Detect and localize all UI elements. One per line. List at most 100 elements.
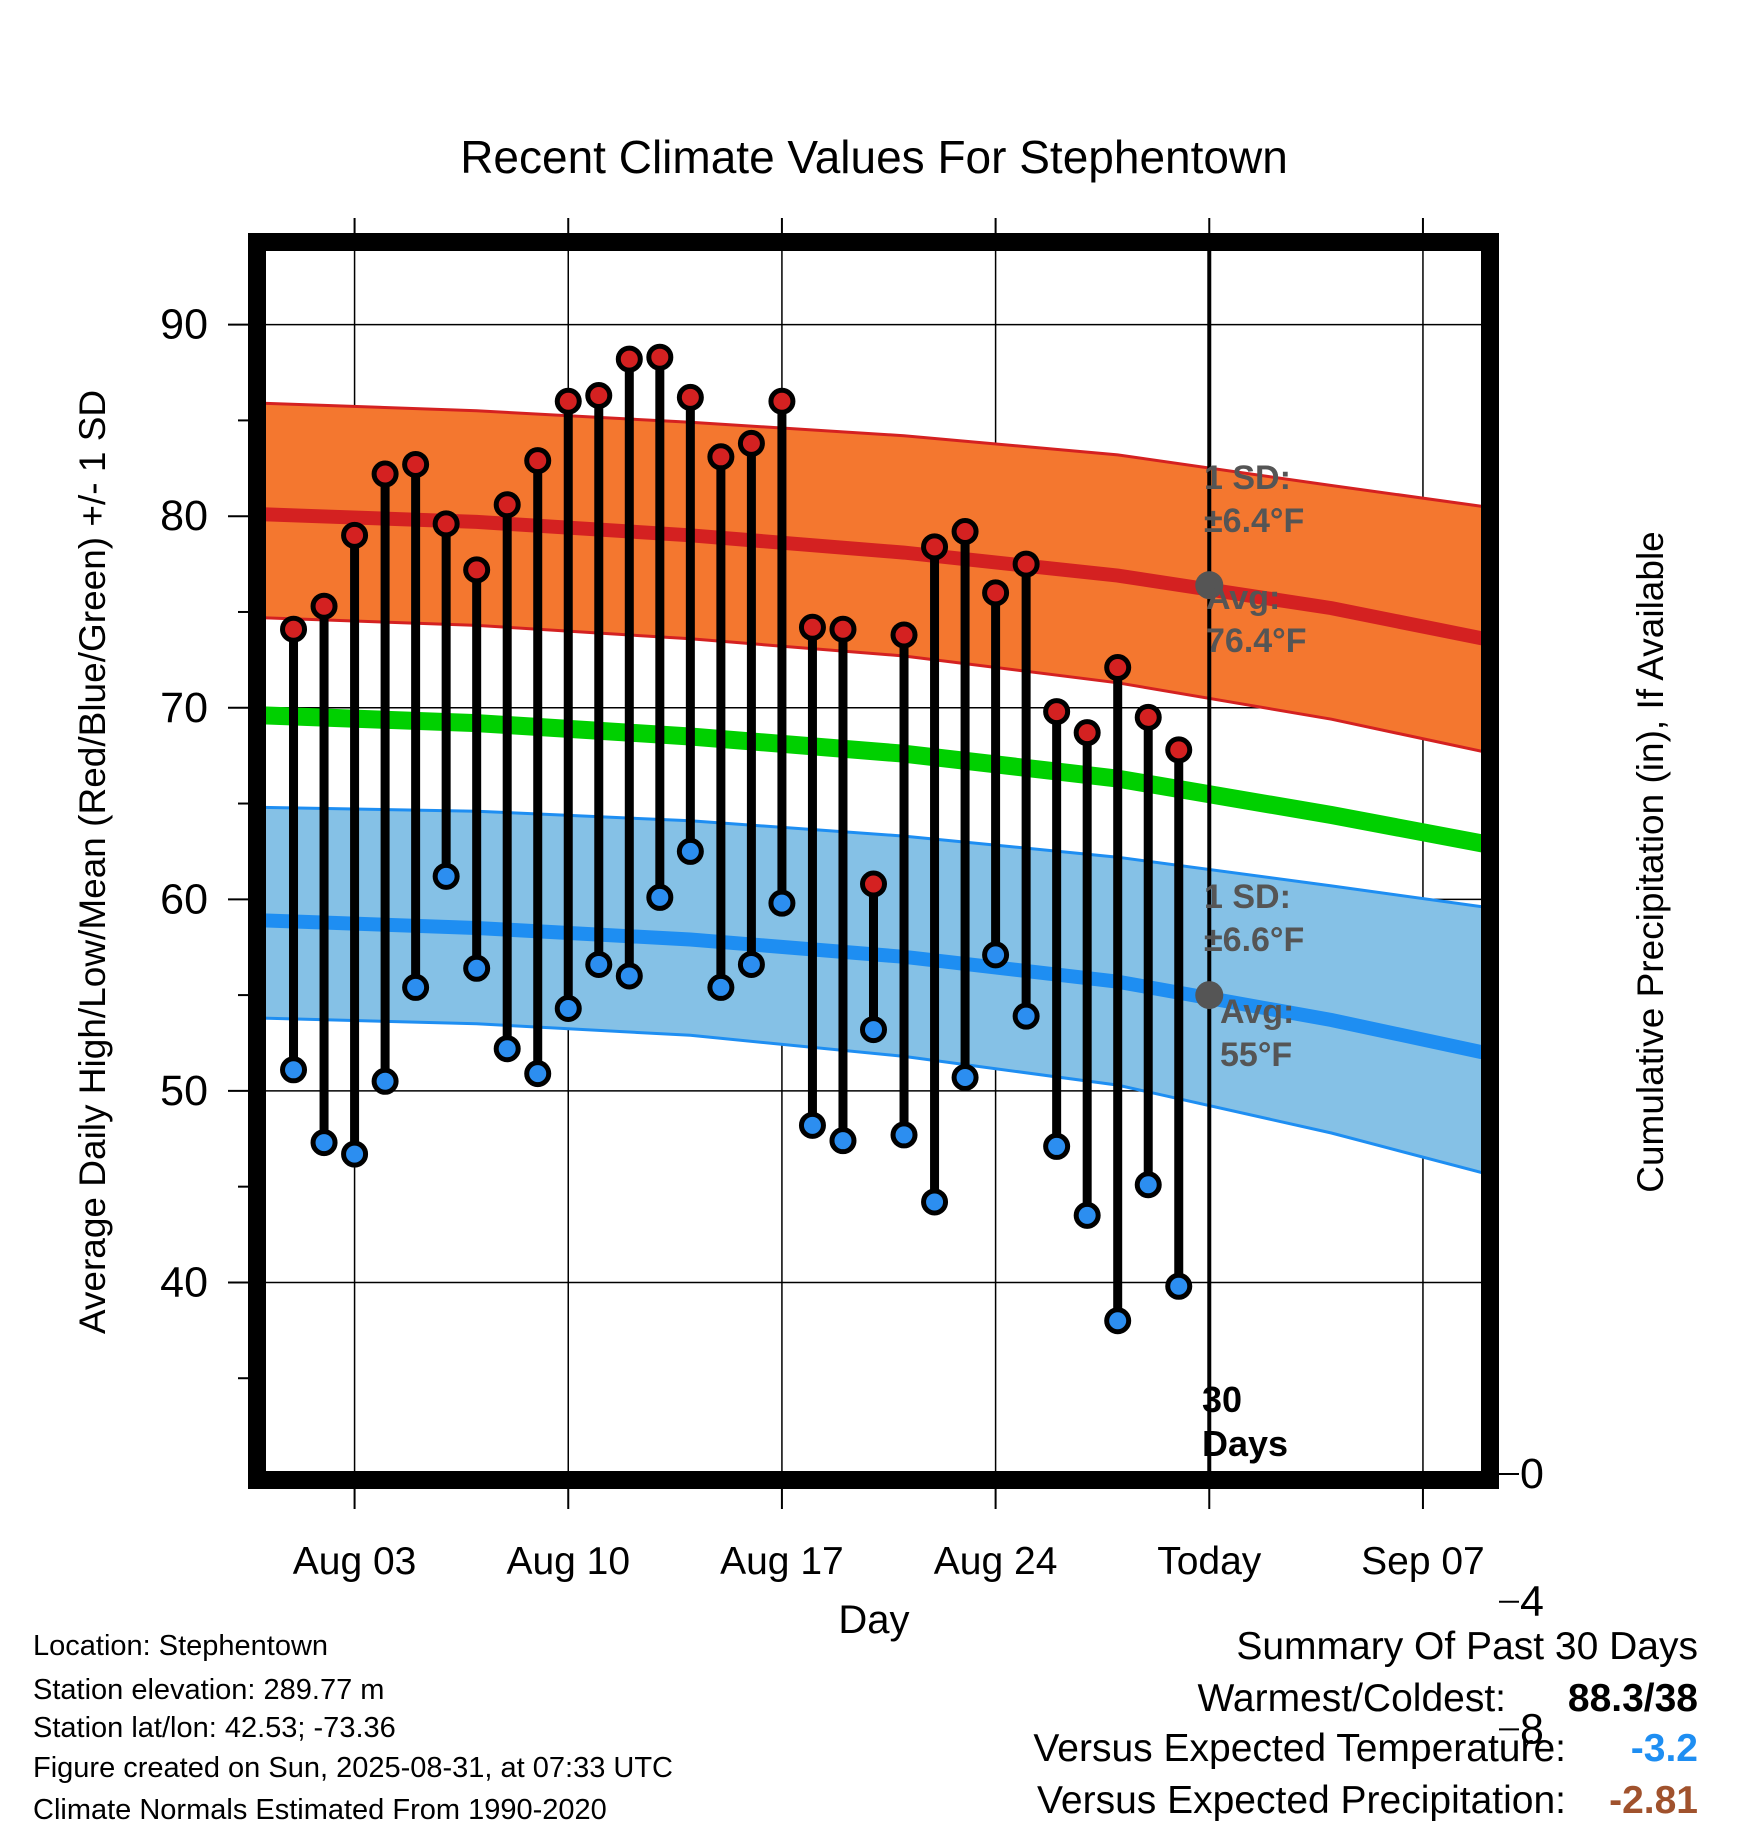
y-tick-label: 40	[160, 1258, 208, 1306]
low-point	[829, 1127, 857, 1155]
high-point	[829, 615, 857, 643]
low-point	[1104, 1307, 1132, 1335]
low-point	[524, 1060, 552, 1088]
high-point	[341, 521, 369, 549]
low-point	[615, 962, 643, 990]
low-sd-value: ±6.6°F	[1204, 921, 1304, 959]
high-point	[646, 343, 674, 371]
high-mean-line	[263, 507, 1484, 646]
y-tick-label: 70	[160, 684, 208, 732]
today-low-avg-marker	[1195, 981, 1224, 1010]
high-point	[1165, 736, 1193, 764]
high-point	[493, 491, 521, 519]
high-point	[615, 345, 643, 373]
y-tick-label: 80	[160, 492, 208, 540]
high-point	[890, 621, 918, 649]
high-point	[676, 383, 704, 411]
low-point	[341, 1140, 369, 1168]
low-point	[951, 1063, 979, 1091]
high-avg-value: 76.4°F	[1206, 622, 1307, 660]
high-point	[402, 450, 430, 478]
high-point	[280, 615, 308, 643]
summary-warmest-label: Warmest/Coldest:	[1197, 1677, 1506, 1720]
high-point	[951, 518, 979, 546]
high-point	[1134, 703, 1162, 731]
low-point	[371, 1067, 399, 1095]
low-point	[921, 1188, 949, 1216]
low-point	[860, 1016, 887, 1044]
low-point	[310, 1129, 338, 1157]
high-point	[982, 579, 1010, 607]
today-high-avg-marker	[1195, 571, 1224, 600]
footer-latlon: Station lat/lon: 42.53; -73.36	[33, 1712, 396, 1744]
high-point	[371, 460, 399, 488]
low-point	[646, 883, 674, 911]
high-point	[310, 592, 338, 620]
summary-heading: Summary Of Past 30 Days	[1236, 1625, 1698, 1668]
low-point	[707, 973, 735, 1001]
high-sd-value: ±6.4°F	[1204, 502, 1304, 540]
low-point	[982, 941, 1010, 969]
precip-days-label-2: Days	[1202, 1423, 1288, 1464]
summary-warmest-value: 88.3/38	[1567, 1677, 1698, 1720]
x-tick-label: Aug 10	[506, 1540, 630, 1583]
low-point	[737, 950, 765, 978]
high-avg-label: Avg:	[1206, 579, 1280, 617]
high-point	[524, 447, 552, 475]
low-point	[890, 1121, 918, 1149]
summary-temp-label: Versus Expected Temperature:	[1033, 1727, 1566, 1770]
high-upper-line	[263, 401, 1484, 509]
y-tick-label: 60	[160, 875, 208, 923]
high-point	[1043, 698, 1071, 726]
x-tick-label: Aug 17	[720, 1540, 844, 1583]
high-point	[921, 533, 949, 561]
high-point	[585, 382, 613, 410]
high-point	[768, 387, 796, 415]
low-point	[402, 973, 430, 1001]
low-point	[463, 954, 491, 982]
high-sd-label: 1 SD:	[1204, 459, 1291, 497]
high-point	[860, 870, 887, 898]
high-point	[1073, 719, 1101, 747]
high-point	[554, 387, 582, 415]
x-tick-label: Aug 24	[934, 1540, 1058, 1583]
low-point	[798, 1111, 826, 1139]
high-point	[798, 613, 826, 641]
summary-precip-value: -2.81	[1609, 1779, 1698, 1822]
high-point	[1012, 550, 1040, 578]
footer-normals: Climate Normals Estimated From 1990-2020	[33, 1794, 607, 1826]
y2-tick-label: 0	[1520, 1450, 1544, 1498]
y-axis-label: Average Daily High/Low/Mean (Red/Blue/Gr…	[72, 390, 113, 1334]
footer-elevation: Station elevation: 289.77 m	[33, 1674, 385, 1706]
high-point	[737, 429, 765, 457]
y-tick-label: 90	[160, 301, 208, 349]
low-point	[1165, 1272, 1193, 1300]
plot-frame	[248, 233, 1499, 1489]
footer-created: Figure created on Sun, 2025-08-31, at 07…	[33, 1752, 673, 1784]
low-point	[1012, 1002, 1040, 1030]
y2-tick-label: 4	[1520, 1578, 1544, 1626]
high-point	[463, 556, 491, 584]
low-avg-label: Avg:	[1220, 993, 1294, 1031]
summary-precip-label: Versus Expected Precipitation:	[1037, 1779, 1566, 1822]
x-tick-label: Aug 03	[293, 1540, 417, 1583]
low-sd-label: 1 SD:	[1204, 878, 1291, 916]
y2-axis-label: Cumulative Precipitation (in), If Availa…	[1630, 531, 1671, 1193]
high-point	[432, 510, 460, 538]
x-axis-label: Day	[838, 1598, 909, 1642]
high-point	[1104, 654, 1132, 682]
low-point	[768, 889, 796, 917]
x-tick-label: Today	[1157, 1540, 1262, 1583]
summary-temp-value: -3.2	[1630, 1727, 1698, 1770]
low-point	[432, 862, 460, 890]
chart-title: Recent Climate Values For Stephentown	[460, 131, 1288, 183]
low-point	[493, 1035, 521, 1063]
y2-tick-label: 8	[1520, 1705, 1544, 1753]
x-tick-label: Sep 07	[1361, 1540, 1485, 1583]
low-point	[1043, 1132, 1071, 1160]
low-avg-value: 55°F	[1220, 1036, 1292, 1074]
low-point	[1134, 1171, 1162, 1199]
footer-location: Location: Stephentown	[33, 1630, 329, 1662]
precip-days-label: 30	[1202, 1379, 1242, 1420]
low-point	[676, 837, 704, 865]
